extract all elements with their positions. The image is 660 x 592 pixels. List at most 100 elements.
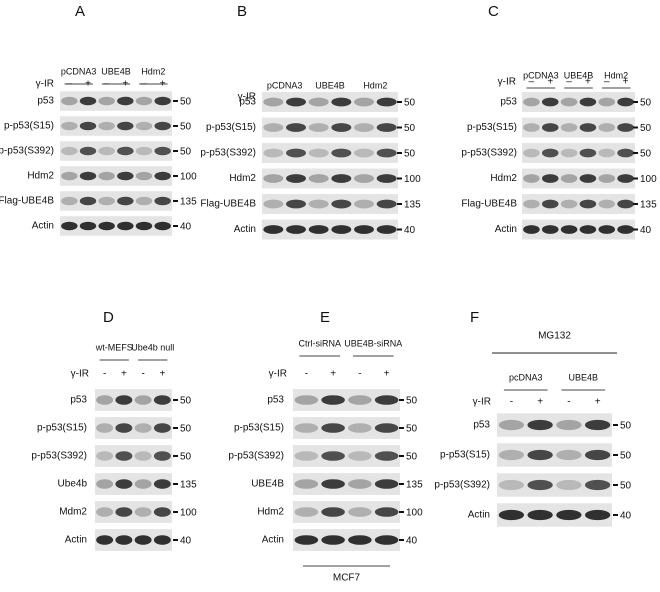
band (135, 146, 153, 156)
marker: 50 (620, 481, 632, 492)
band (135, 196, 153, 206)
band (374, 535, 399, 545)
row-label: Hdm2 (27, 171, 54, 182)
blot-strip (497, 443, 612, 467)
row-label: p-p53(S392) (0, 146, 54, 157)
band (294, 507, 319, 517)
band (98, 171, 115, 181)
band (117, 121, 134, 131)
band (556, 509, 582, 521)
treatment: MG132 (538, 331, 571, 342)
blot-strip (293, 445, 400, 467)
blot-strip (262, 117, 398, 138)
panel-letter: F (470, 309, 479, 326)
band (154, 196, 171, 206)
band (117, 171, 134, 181)
blot-strip (60, 91, 172, 111)
marker: 40 (180, 222, 192, 233)
band (498, 449, 525, 461)
band (541, 148, 559, 158)
band (321, 423, 345, 433)
marker: 50 (404, 123, 416, 134)
ir-label: γ-IR (473, 397, 491, 408)
band (321, 507, 345, 517)
marker: 135 (180, 480, 197, 491)
band (617, 225, 634, 234)
band (376, 148, 397, 158)
band (286, 174, 306, 183)
band (134, 535, 152, 545)
blot-strip (95, 501, 172, 523)
band (153, 423, 171, 433)
band (286, 148, 306, 158)
row-label: Actin (65, 535, 87, 546)
band (584, 509, 611, 521)
blot-strip (60, 166, 172, 186)
band (79, 146, 97, 156)
band (79, 221, 97, 231)
group-label: pcDNA3 (509, 372, 543, 382)
blot-strip (497, 473, 612, 497)
marker: 100 (406, 508, 423, 519)
band (96, 451, 114, 461)
ir-label: γ-IR (498, 77, 516, 88)
blot-strip (60, 141, 172, 161)
band (348, 479, 372, 489)
lane-sign: + (85, 79, 91, 90)
row-label: Actin (262, 535, 284, 546)
band (498, 509, 525, 521)
band (617, 148, 634, 158)
row-label: Flag-UBE4B (461, 199, 517, 210)
blot-strip (262, 219, 398, 240)
band (374, 423, 399, 433)
panel-letter: E (320, 309, 330, 326)
band (321, 479, 345, 489)
group-label: Hdm2 (141, 66, 165, 76)
band (154, 221, 171, 231)
band (98, 221, 115, 231)
band (523, 225, 540, 234)
band (598, 199, 616, 209)
group-label: wt-MEFS (95, 342, 133, 352)
blot-strip (262, 168, 398, 189)
group-label: pCDNA3 (523, 70, 559, 80)
lane-sign: – (67, 79, 73, 90)
band (541, 123, 559, 132)
band (294, 395, 319, 405)
marker: 100 (640, 174, 657, 185)
band (79, 121, 97, 131)
lane-sign: + (623, 77, 629, 88)
band (579, 97, 597, 107)
marker: 50 (406, 396, 418, 407)
group-label: Ube4b null (131, 342, 174, 352)
group-label: UBE4B (564, 70, 594, 80)
lane-sign: + (384, 369, 390, 380)
band (560, 225, 578, 234)
row-label: p53 (500, 97, 517, 108)
marker: 50 (180, 452, 192, 463)
row-label: p-p53(S15) (4, 121, 54, 132)
band (376, 199, 397, 209)
band (556, 479, 582, 491)
band (61, 146, 78, 156)
blot-strip (497, 503, 612, 527)
band (98, 121, 115, 131)
marker: 100 (404, 174, 421, 185)
band (98, 196, 115, 206)
blot-strip (60, 216, 172, 236)
row-label: Flag-UBE4B (200, 199, 256, 210)
band (134, 451, 152, 461)
footer: MCF7 (333, 573, 361, 584)
band (308, 97, 329, 107)
band (286, 123, 306, 132)
band (308, 123, 329, 132)
blot-strip (262, 92, 398, 112)
band (153, 395, 171, 405)
band (527, 509, 553, 521)
band (354, 123, 374, 132)
band (541, 174, 559, 183)
group-label: UBE4B (315, 80, 345, 90)
row-label: Actin (32, 221, 54, 232)
lane-sign: + (121, 369, 127, 380)
